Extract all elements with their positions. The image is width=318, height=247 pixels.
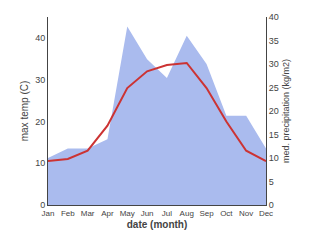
svg-text:0: 0 [40,200,45,210]
svg-text:max temp (C): max temp (C) [19,81,30,142]
svg-text:40: 40 [269,12,279,22]
svg-text:20: 20 [269,106,279,116]
svg-text:Feb: Feb [61,209,75,218]
svg-text:25: 25 [269,83,279,93]
svg-text:Aug: Aug [180,209,194,218]
svg-text:med. precipitation (kg/m2): med. precipitation (kg/m2) [281,59,291,163]
svg-text:35: 35 [269,36,279,46]
svg-text:Nov: Nov [239,209,253,218]
svg-text:Jan: Jan [42,209,55,218]
svg-text:5: 5 [269,177,274,187]
svg-text:Dec: Dec [259,209,273,218]
svg-text:20: 20 [35,117,45,127]
svg-text:40: 40 [35,33,45,43]
svg-text:date (month): date (month) [127,219,188,230]
svg-text:Sep: Sep [199,209,214,218]
svg-text:30: 30 [269,59,279,69]
svg-text:30: 30 [35,75,45,85]
svg-text:Oct: Oct [220,209,233,218]
svg-text:Jun: Jun [141,209,154,218]
svg-text:10: 10 [35,158,45,168]
svg-text:Jul: Jul [162,209,172,218]
svg-text:Mar: Mar [81,209,95,218]
svg-text:10: 10 [269,153,279,163]
svg-text:0: 0 [269,200,274,210]
svg-text:15: 15 [269,130,279,140]
svg-text:Apr: Apr [101,209,114,218]
svg-text:May: May [120,209,135,218]
